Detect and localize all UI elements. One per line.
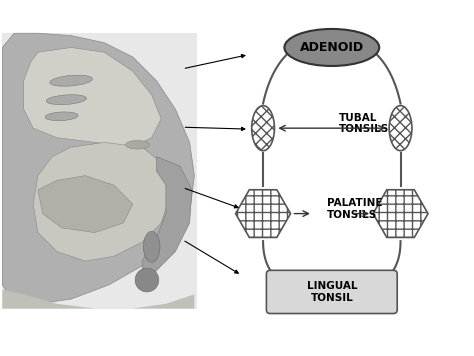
Text: PALATINE
TONSILS: PALATINE TONSILS bbox=[327, 198, 383, 220]
Polygon shape bbox=[38, 176, 133, 232]
Polygon shape bbox=[142, 157, 192, 285]
Ellipse shape bbox=[284, 29, 379, 66]
Text: ADENOID: ADENOID bbox=[300, 41, 364, 54]
Ellipse shape bbox=[144, 231, 160, 262]
Bar bbox=[2, 33, 197, 309]
Ellipse shape bbox=[135, 268, 159, 292]
Ellipse shape bbox=[126, 141, 149, 149]
Polygon shape bbox=[24, 47, 161, 147]
Ellipse shape bbox=[45, 112, 78, 121]
Polygon shape bbox=[2, 289, 194, 309]
FancyBboxPatch shape bbox=[266, 270, 397, 314]
Text: LINGUAL
TONSIL: LINGUAL TONSIL bbox=[307, 281, 357, 303]
Ellipse shape bbox=[46, 95, 86, 105]
Polygon shape bbox=[236, 190, 291, 237]
Ellipse shape bbox=[389, 106, 412, 151]
Ellipse shape bbox=[252, 106, 274, 151]
Polygon shape bbox=[2, 33, 194, 304]
Ellipse shape bbox=[50, 75, 92, 86]
Polygon shape bbox=[33, 142, 171, 261]
Text: TUBAL
TONSILS: TUBAL TONSILS bbox=[339, 112, 389, 134]
Polygon shape bbox=[373, 190, 428, 237]
